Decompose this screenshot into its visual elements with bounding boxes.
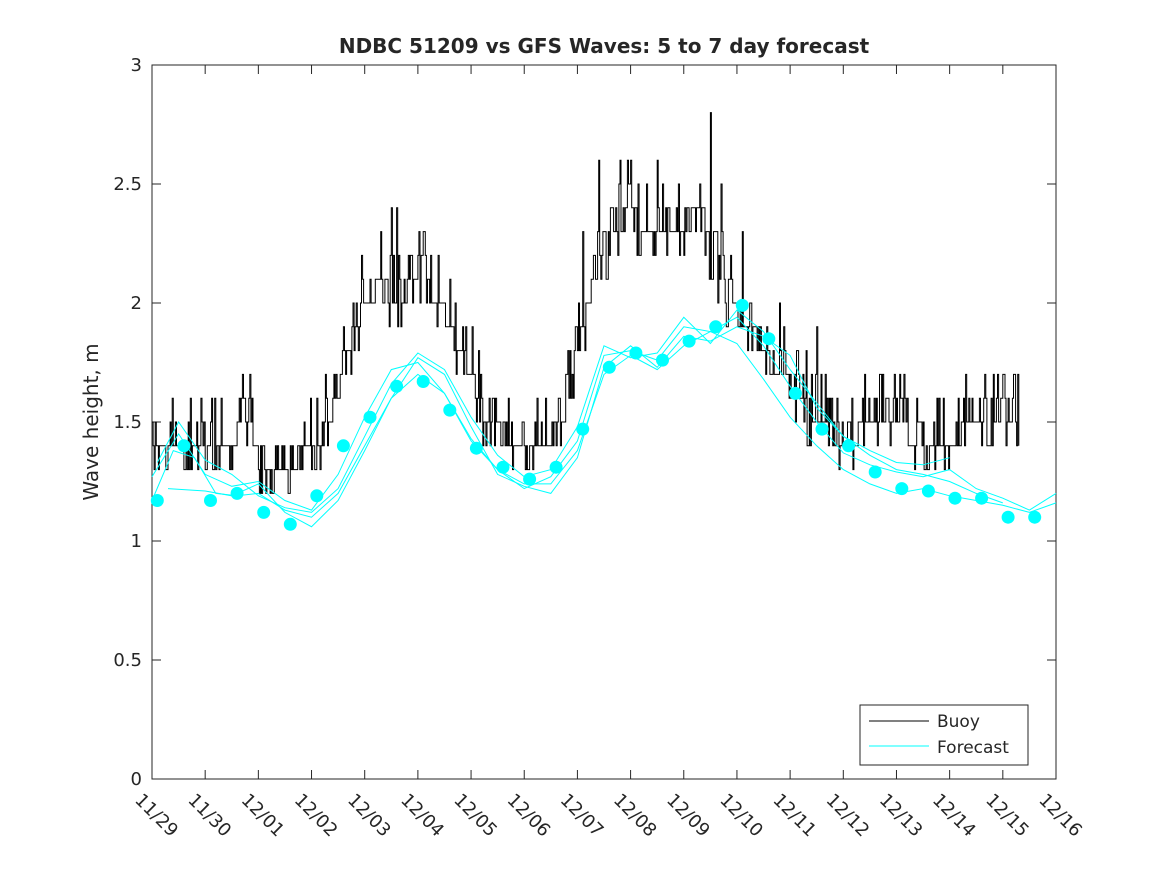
y-tick-label: 0.5 [113,650,142,671]
y-tick-label: 2 [131,293,142,314]
forecast-marker [496,460,510,474]
x-tick-label: 12/15 [981,790,1033,842]
y-tick-label: 3 [131,55,142,76]
x-tick-label: 12/06 [503,790,555,842]
x-tick-label: 12/03 [343,790,395,842]
forecast-marker [469,441,483,455]
x-tick-label: 12/01 [237,790,289,842]
x-tick-label: 11/29 [130,790,182,842]
x-tick-label: 11/30 [184,790,236,842]
forecast-marker [549,460,563,474]
forecast-marker [709,320,723,334]
forecast-marker [895,482,909,496]
x-tick-label: 12/12 [822,790,874,842]
forecast-marker [257,505,271,519]
x-tick-label: 12/02 [290,790,342,842]
forecast-marker [948,491,962,505]
y-tick-label: 1.5 [113,412,142,433]
x-tick-label: 12/08 [609,790,661,842]
y-axis-label: Wave height, m [79,343,103,500]
forecast-marker [788,386,802,400]
y-tick-label: 1 [131,531,142,552]
forecast-marker [576,422,590,436]
forecast-marker [629,346,643,360]
chart-title: NDBC 51209 vs GFS Waves: 5 to 7 day fore… [339,34,870,58]
forecast-marker [656,353,669,367]
buoy-series-line [152,112,1020,494]
forecast-marker [443,403,457,417]
forecast-line-2 [151,316,1057,511]
forecast-marker [975,491,989,505]
forecast-marker [283,517,297,531]
legend-buoy-label: Buoy [937,712,980,732]
forecast-marker [868,465,882,479]
y-tick-label: 0 [131,769,142,790]
series-layer [150,112,1057,531]
forecast-marker [735,298,749,312]
legend-forecast-label: Forecast [937,738,1009,758]
forecast-marker [921,484,935,498]
x-tick-label: 12/11 [769,790,821,842]
forecast-marker [336,439,350,453]
forecast-marker [815,422,829,436]
forecast-marker [204,494,217,507]
forecast-line-4 [167,326,1003,528]
y-tick-label: 2.5 [113,174,142,195]
plot-area [151,64,1057,780]
x-tick-label: 12/13 [875,790,927,842]
x-tick-label: 12/09 [662,790,714,842]
forecast-marker [416,375,430,388]
forecast-marker [390,379,404,393]
forecast-marker [230,486,244,500]
forecast-marker [363,410,377,424]
x-tick-label: 12/16 [1034,790,1086,842]
x-tick-label: 12/14 [928,790,980,842]
y-axis: 0 0.5 1 1.5 2 2.5 3 [113,55,1056,790]
forecast-marker [842,439,856,453]
x-tick-label: 12/10 [715,790,767,842]
forecast-marker [602,360,616,374]
x-tick-label: 12/04 [396,790,448,842]
forecast-marker [523,472,537,486]
forecast-marker [1028,510,1042,524]
x-tick-label: 12/05 [450,790,502,842]
legend: Buoy Forecast [859,704,1029,766]
forecast-marker [177,439,191,453]
forecast-marker [682,334,696,348]
forecast-marker [310,489,324,503]
forecast-marker [150,494,164,507]
forecast-marker [762,332,776,346]
forecast-marker [1001,510,1015,524]
legend-box [859,704,1029,766]
x-tick-label: 12/07 [556,790,608,842]
